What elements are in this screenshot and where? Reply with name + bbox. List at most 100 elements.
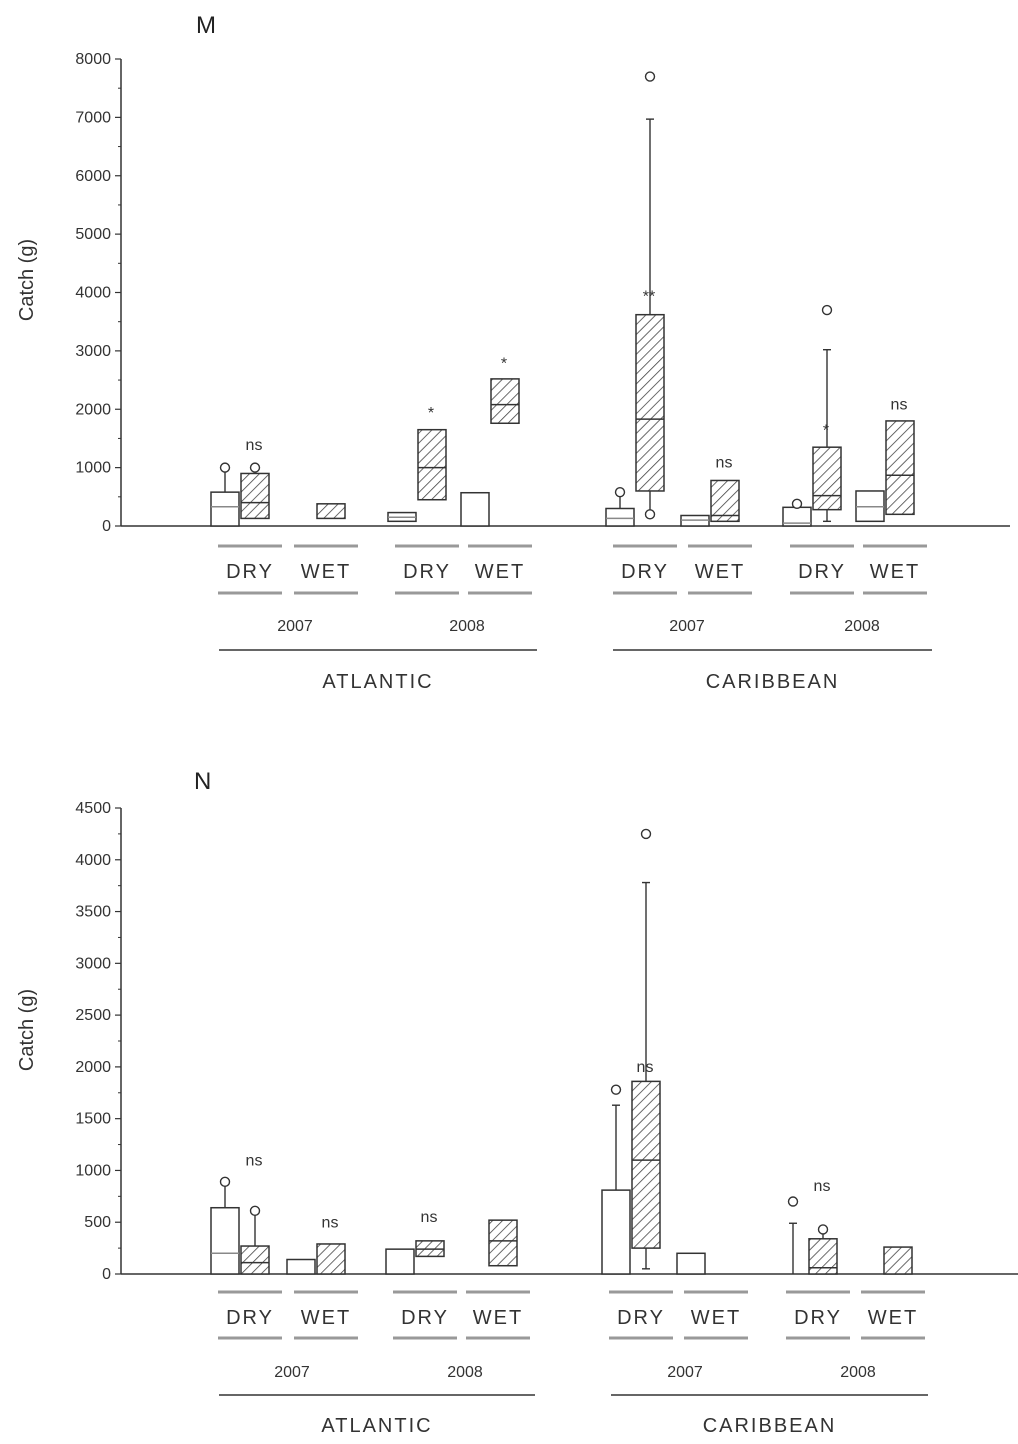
panel-n-region-label: ATLANTIC: [321, 1415, 432, 1437]
panel-m-season-label: WET: [301, 561, 351, 583]
panel-m-outlier: [644, 71, 656, 82]
panel-n-box-body: [240, 1245, 270, 1275]
panel-m-significance-label: *: [823, 423, 829, 440]
panel-m-label: M: [196, 12, 216, 39]
panel-n-box-body: [488, 1219, 518, 1267]
panel-m-outlier: [644, 509, 656, 520]
panel-n-box-body: [883, 1246, 913, 1275]
panel-m-region-label: ATLANTIC: [322, 671, 433, 693]
panel-n-outlier: [610, 1084, 622, 1095]
panel-m-significance-label: ns: [716, 455, 733, 472]
panel-n-season-label: WET: [301, 1307, 351, 1329]
panel-n-y-tick-label: 4000: [75, 852, 111, 869]
panel-m-season-label: DRY: [798, 561, 846, 583]
panel-m-box-hatched: [316, 503, 346, 520]
panel-m-season-label: WET: [695, 561, 745, 583]
panel-n-year-label: 2008: [447, 1364, 483, 1381]
panel-m-year-label: 2008: [449, 618, 485, 635]
panel-n-season-label: WET: [691, 1307, 741, 1329]
panel-m-y-tick-label: 3000: [75, 343, 111, 360]
panel-m-year-label: 2008: [844, 618, 880, 635]
panel-n-outlier: [817, 1224, 829, 1235]
panel-m-box-body: [635, 313, 665, 492]
panel-m-year-label: 2007: [669, 618, 705, 635]
panel-n-box-hatched: [240, 1205, 270, 1275]
panel-n-box-open: [676, 1252, 706, 1275]
panel-n-box-body: [601, 1189, 631, 1275]
panel-m-y-tick-label: 5000: [75, 226, 111, 243]
panel-m-region-label: CARIBBEAN: [706, 671, 840, 693]
panel-m-y-tick-label: 2000: [75, 401, 111, 418]
panel-n-outlier: [640, 828, 652, 840]
panel-n-region-label: CARIBBEAN: [703, 1415, 837, 1437]
panel-m-season-label: DRY: [226, 561, 274, 583]
panel-m-box-hatched: [417, 428, 447, 501]
panel-n-significance-label: ns: [246, 1152, 263, 1169]
panel-m-season-label: DRY: [403, 561, 451, 583]
panel-m-significance-label: *: [428, 405, 434, 422]
panel-n-box-open: [385, 1248, 415, 1275]
panel-m-box-body: [710, 479, 740, 523]
panel-n-y-tick-label: 4500: [75, 800, 111, 817]
panel-m-outlier: [614, 486, 626, 498]
panel-m-significance-label: **: [643, 288, 655, 305]
panel-m-box-open: [605, 486, 635, 527]
panel-n-y-tick-label: 0: [102, 1266, 111, 1283]
panel-m-significance-label: ns: [891, 396, 908, 413]
panel-m-year-label: 2007: [277, 618, 313, 635]
panel-n-year-label: 2007: [667, 1364, 703, 1381]
panel-m-y-tick-label: 1000: [75, 460, 111, 477]
panel-m-box-hatched: [635, 71, 665, 520]
panel-m-box-body: [316, 503, 346, 520]
panel-m-outlier: [219, 462, 231, 473]
panel-n-box-body: [631, 1080, 661, 1249]
panel-n-season-label: DRY: [617, 1307, 665, 1329]
panel-n-outlier: [219, 1176, 231, 1188]
panel-m-box-open: [680, 514, 710, 527]
panel-m-box-hatched: [240, 462, 270, 520]
panel-m-outlier: [249, 462, 261, 473]
panel-n-season-label: DRY: [226, 1307, 274, 1329]
panel-n-significance-label: ns: [322, 1214, 339, 1231]
panel-n-box-body: [316, 1243, 346, 1275]
panel-n-y-tick-label: 500: [84, 1214, 111, 1231]
panel-n-box-body: [385, 1248, 415, 1275]
panel-n-season-label: WET: [868, 1307, 918, 1329]
panel-m-box-body: [812, 446, 842, 511]
panel-m-y-tick-label: 4000: [75, 285, 111, 302]
panel-n-significance-label: ns: [637, 1059, 654, 1076]
panel-n-season-label: WET: [473, 1307, 523, 1329]
panel-n-season-label: DRY: [401, 1307, 449, 1329]
panel-n-y-axis-label: Catch (g): [16, 989, 38, 1071]
panel-n-box-hatched: [883, 1246, 913, 1275]
panel-n-box-body: [210, 1206, 240, 1275]
panel-n-y-tick-label: 1500: [75, 1111, 111, 1128]
panel-m-box-hatched: [812, 304, 842, 523]
panel-m-box-body: [885, 420, 915, 516]
panel-n-box-body: [286, 1258, 316, 1275]
panel-m-y-tick-label: 7000: [75, 109, 111, 126]
panel-n-box-open: [787, 1196, 799, 1274]
panel-m-y-tick-label: 8000: [75, 51, 111, 68]
panel-m-y-tick-label: 6000: [75, 168, 111, 185]
panel-m-box-body: [460, 491, 490, 527]
panel-m-box-body: [210, 491, 240, 527]
panel-m-box-hatched: [885, 420, 915, 516]
panel-m-box-open: [782, 498, 812, 527]
panel-m-box-hatched: [490, 378, 520, 425]
panel-m-box-open: [210, 462, 240, 527]
panel-m-box-body: [605, 507, 635, 527]
panel-n-y-tick-label: 2000: [75, 1059, 111, 1076]
panel-m-season-label: WET: [475, 561, 525, 583]
panel-m-box-body: [417, 428, 447, 501]
panel-m-outlier: [791, 498, 803, 510]
panel-n-box-hatched: [415, 1240, 445, 1258]
panel-n-outlier: [249, 1205, 261, 1217]
panel-n-box-open: [286, 1258, 316, 1275]
panel-n-box-open: [601, 1084, 631, 1275]
panel-n-season-label: DRY: [794, 1307, 842, 1329]
panel-m-y-tick-label: 0: [102, 518, 111, 535]
panel-n-chart: N Catch (g) 0 500 1000 1500 2000 2500 3000 3500…: [16, 768, 1018, 1437]
panel-n-box-open: [210, 1176, 240, 1275]
panel-m-season-label: DRY: [621, 561, 669, 583]
